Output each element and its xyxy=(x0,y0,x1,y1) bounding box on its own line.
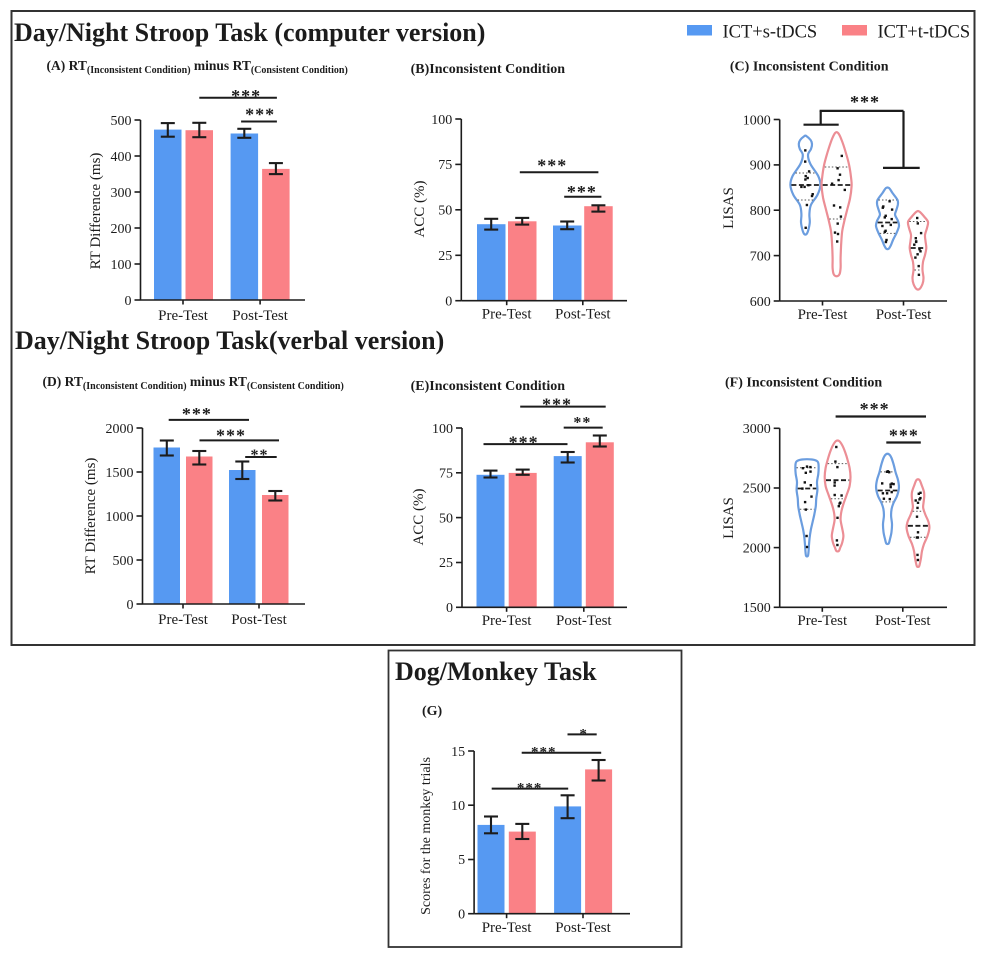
svg-text:10: 10 xyxy=(451,799,465,814)
svg-text:100: 100 xyxy=(431,113,452,128)
svg-text:Pre-Test: Pre-Test xyxy=(798,307,849,323)
svg-text:100: 100 xyxy=(111,258,132,273)
svg-text:25: 25 xyxy=(439,556,453,571)
svg-text:50: 50 xyxy=(439,511,453,526)
svg-text:Post-Test: Post-Test xyxy=(875,613,931,629)
svg-text:***: *** xyxy=(889,426,919,446)
svg-text:Day/Night Stroop Task (compute: Day/Night Stroop Task (computer version) xyxy=(14,18,485,47)
svg-text:Pre-Test: Pre-Test xyxy=(158,612,209,628)
svg-text:5: 5 xyxy=(458,853,465,868)
svg-text:900: 900 xyxy=(750,159,771,174)
svg-text:0: 0 xyxy=(125,294,132,309)
svg-text:75: 75 xyxy=(439,467,453,482)
svg-text:ICT+t-tDCS: ICT+t-tDCS xyxy=(878,23,971,43)
svg-text:1000: 1000 xyxy=(743,113,771,128)
svg-text:100: 100 xyxy=(432,422,453,437)
svg-text:***: *** xyxy=(509,433,539,453)
svg-text:(F) Inconsistent Condition: (F) Inconsistent Condition xyxy=(725,376,882,391)
svg-text:25: 25 xyxy=(438,249,452,264)
svg-text:***: *** xyxy=(245,105,275,125)
svg-text:***: *** xyxy=(542,394,572,414)
svg-text:Pre-Test: Pre-Test xyxy=(797,613,848,629)
svg-text:***: *** xyxy=(537,155,567,175)
svg-text:***: *** xyxy=(216,426,246,446)
svg-text:LISAS: LISAS xyxy=(721,497,737,539)
svg-text:Post-Test: Post-Test xyxy=(555,307,611,323)
svg-text:500: 500 xyxy=(111,114,132,129)
svg-text:(A) RT(Inconsistent Condition): (A) RT(Inconsistent Condition) minus RT(… xyxy=(47,58,348,76)
svg-text:(D) RT(Inconsistent Condition): (D) RT(Inconsistent Condition) minus RT(… xyxy=(43,374,344,392)
svg-text:ACC (%): ACC (%) xyxy=(412,180,428,237)
svg-text:LISAS: LISAS xyxy=(721,187,737,229)
svg-text:(E)Inconsistent Condition: (E)Inconsistent Condition xyxy=(411,379,566,394)
svg-text:Pre-Test: Pre-Test xyxy=(482,920,533,936)
svg-text:Post-Test: Post-Test xyxy=(232,308,288,324)
svg-text:(G): (G) xyxy=(422,704,443,719)
svg-text:ICT+s-tDCS: ICT+s-tDCS xyxy=(723,23,818,43)
svg-text:3000: 3000 xyxy=(743,422,771,437)
svg-text:***: *** xyxy=(517,781,543,797)
svg-text:0: 0 xyxy=(445,295,452,310)
svg-text:2000: 2000 xyxy=(743,541,771,556)
svg-text:600: 600 xyxy=(750,295,771,310)
svg-text:200: 200 xyxy=(111,222,132,237)
svg-text:(B)Inconsistent Condition: (B)Inconsistent Condition xyxy=(411,62,566,77)
svg-text:RT Difference (ms): RT Difference (ms) xyxy=(88,153,104,270)
svg-text:75: 75 xyxy=(438,158,452,173)
svg-text:***: *** xyxy=(182,404,212,424)
svg-text:***: *** xyxy=(567,182,597,202)
svg-text:Pre-Test: Pre-Test xyxy=(158,308,209,324)
svg-text:700: 700 xyxy=(750,249,771,264)
svg-text:2000: 2000 xyxy=(106,422,134,437)
svg-text:Post-Test: Post-Test xyxy=(555,920,611,936)
svg-text:***: *** xyxy=(860,399,890,419)
svg-text:ACC (%): ACC (%) xyxy=(411,488,427,545)
svg-text:0: 0 xyxy=(458,908,465,923)
svg-text:***: *** xyxy=(531,745,557,761)
svg-text:Scores for the monkey trials: Scores for the monkey trials xyxy=(419,757,434,915)
svg-text:1500: 1500 xyxy=(106,466,134,481)
svg-text:*: * xyxy=(579,727,588,743)
svg-text:Post-Test: Post-Test xyxy=(231,612,287,628)
svg-text:1500: 1500 xyxy=(743,601,771,616)
svg-text:**: ** xyxy=(251,447,269,464)
svg-text:Dog/Monkey Task: Dog/Monkey Task xyxy=(395,657,597,686)
svg-text:Post-Test: Post-Test xyxy=(876,307,932,323)
svg-text:15: 15 xyxy=(451,745,465,760)
svg-text:Post-Test: Post-Test xyxy=(556,613,612,629)
svg-text:1000: 1000 xyxy=(106,510,134,525)
svg-text:Pre-Test: Pre-Test xyxy=(482,613,533,629)
svg-text:(C) Inconsistent Condition: (C) Inconsistent Condition xyxy=(730,60,889,75)
svg-text:Pre-Test: Pre-Test xyxy=(482,307,533,323)
svg-text:0: 0 xyxy=(127,598,134,613)
svg-text:**: ** xyxy=(573,415,591,432)
svg-text:Day/Night Stroop Task(verbal v: Day/Night Stroop Task(verbal version) xyxy=(15,326,444,355)
svg-text:***: *** xyxy=(850,92,880,112)
svg-text:400: 400 xyxy=(111,150,132,165)
svg-text:***: *** xyxy=(231,86,261,106)
svg-text:0: 0 xyxy=(446,601,453,616)
svg-text:RT Difference (ms): RT Difference (ms) xyxy=(83,458,99,575)
svg-text:300: 300 xyxy=(111,186,132,201)
svg-text:500: 500 xyxy=(113,554,134,569)
svg-text:2500: 2500 xyxy=(743,482,771,497)
svg-text:50: 50 xyxy=(438,204,452,219)
svg-text:800: 800 xyxy=(750,204,771,219)
